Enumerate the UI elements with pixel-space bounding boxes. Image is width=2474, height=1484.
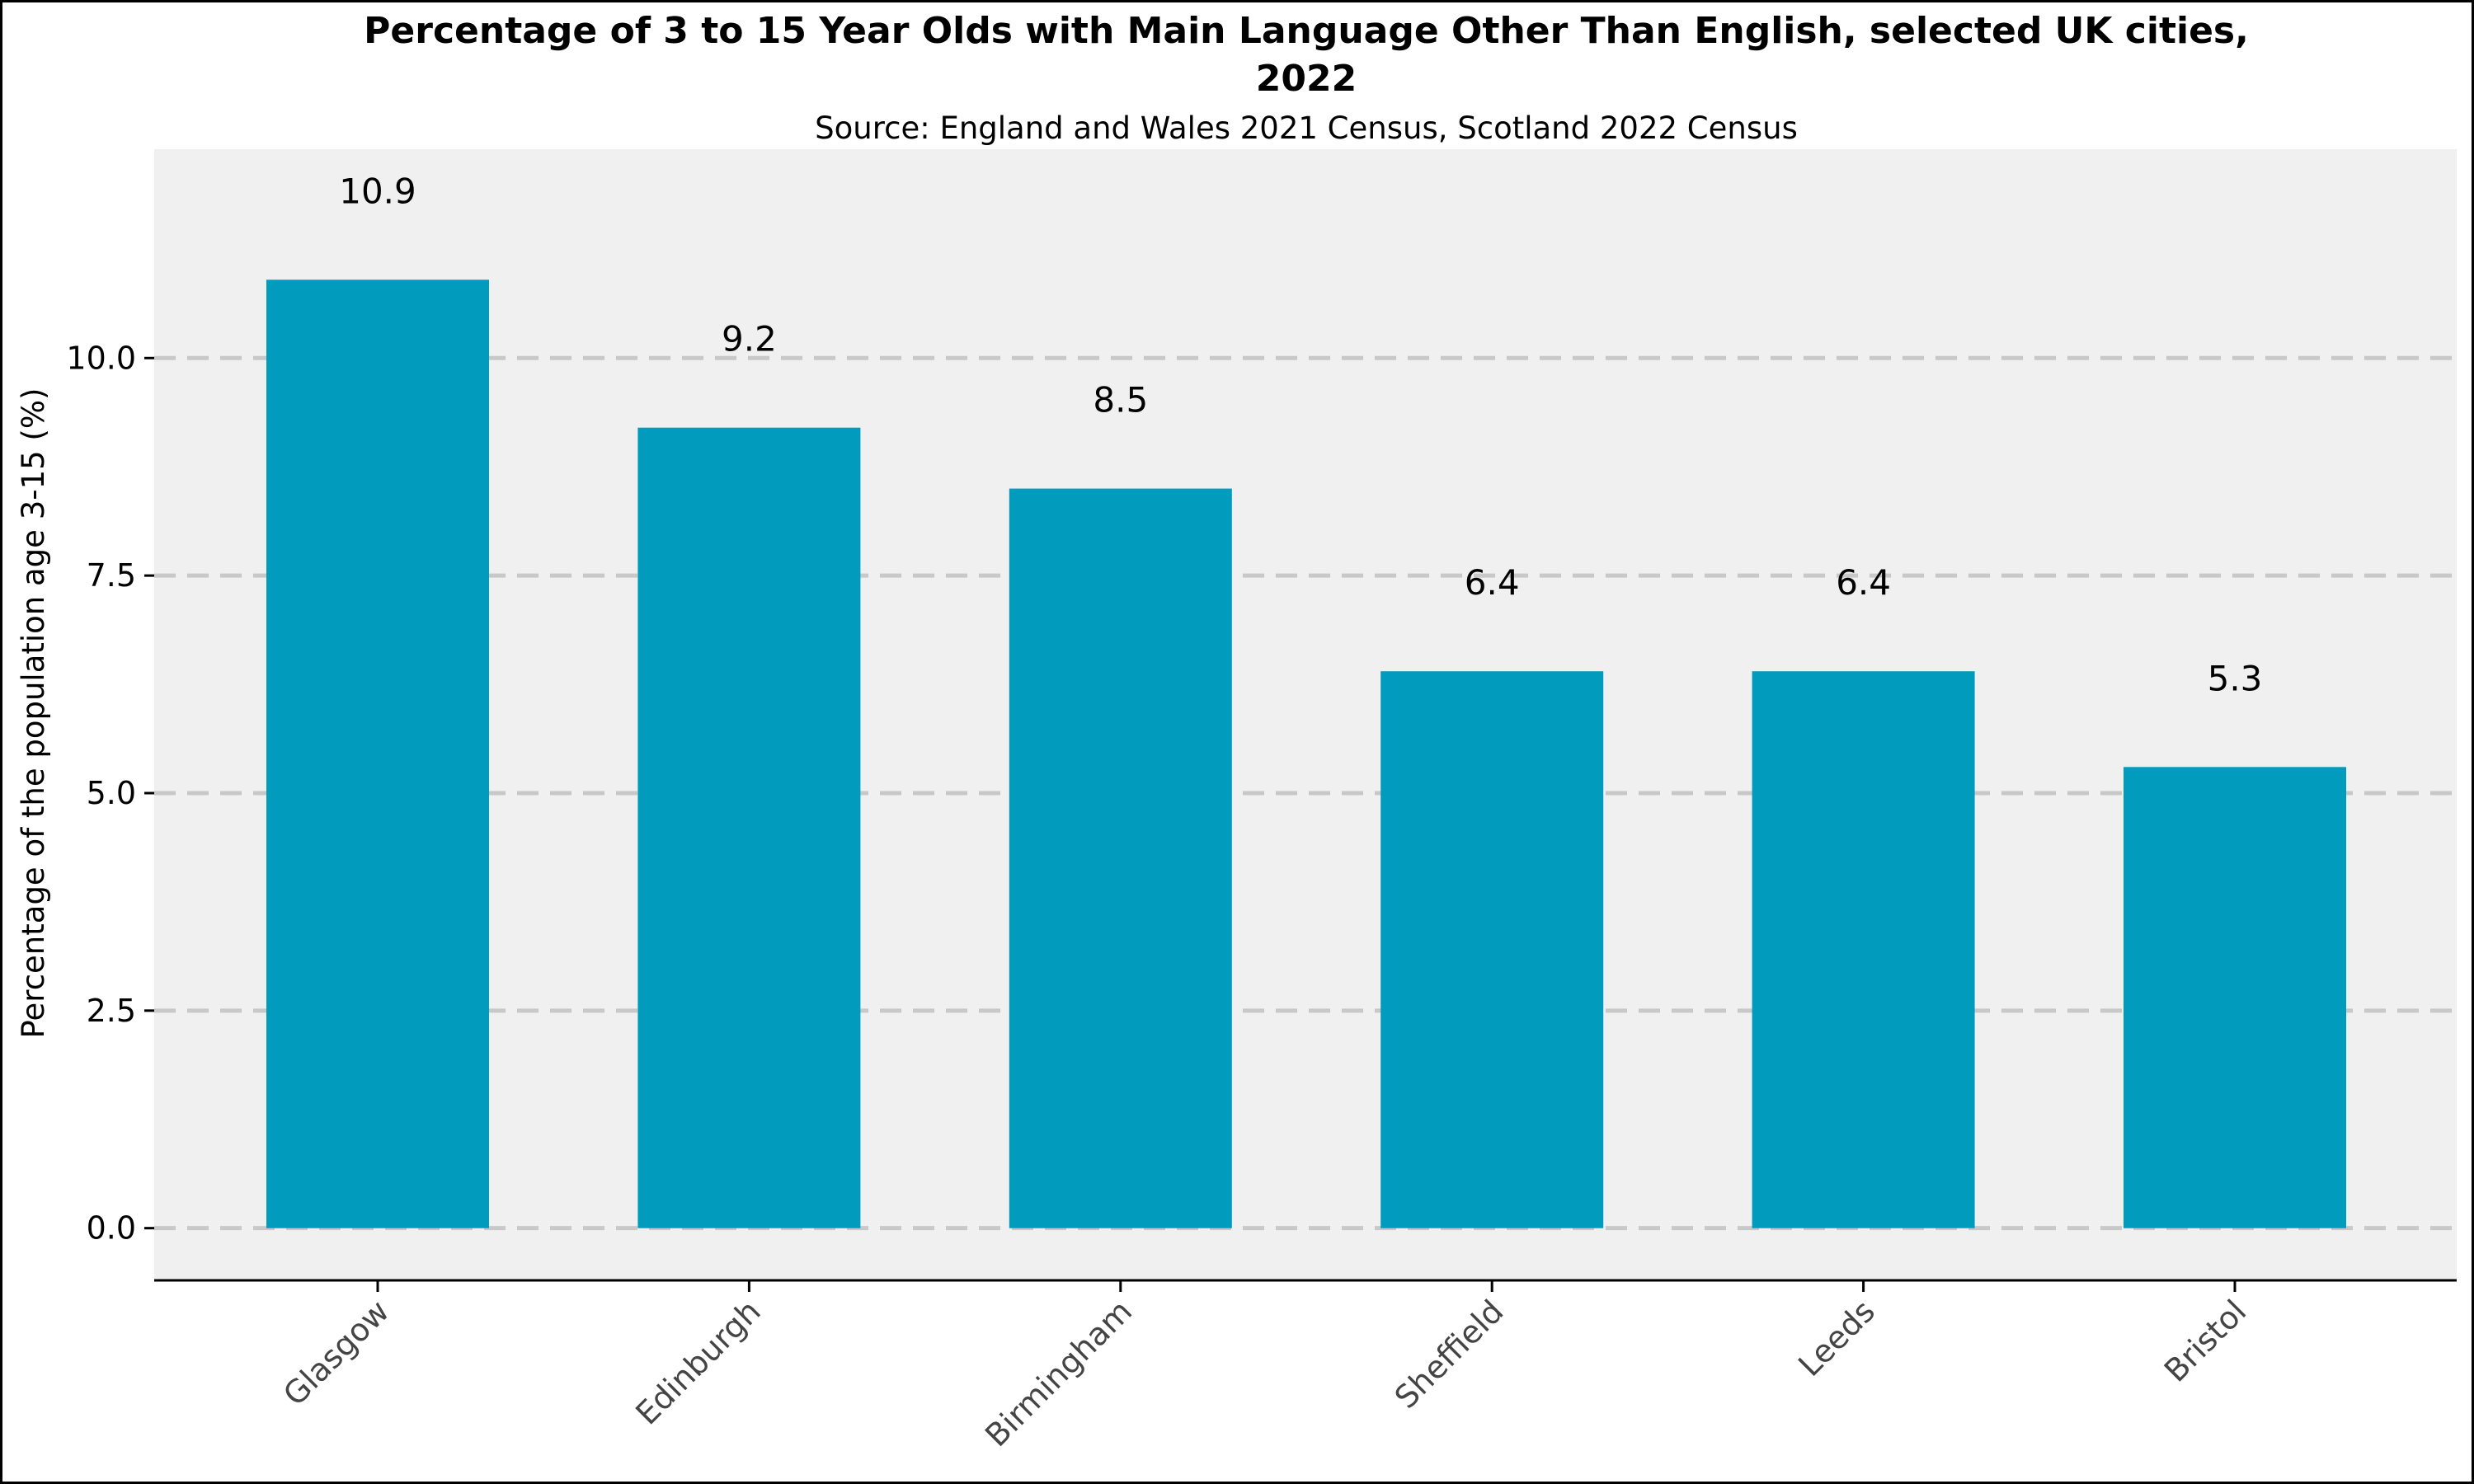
x-tick-label: Sheffield (1388, 1293, 1511, 1416)
data-label: 6.4 (1465, 562, 1520, 603)
x-axis-ticks: Glasgow Edinburgh Birmingham Sheffield Leeds… (276, 1280, 2253, 1453)
y-tick-label: 10.0 (66, 340, 136, 376)
bar-edinburgh (637, 427, 861, 1228)
gridlines (154, 355, 2457, 1231)
chart-subtitle: Source: England and Wales 2021 Census, S… (815, 110, 1798, 146)
data-label: 10.9 (339, 171, 416, 211)
bar-birmingham (1009, 488, 1232, 1228)
x-tick-label: Birmingham (978, 1293, 1139, 1453)
y-axis-ticks: 0.0 2.5 5.0 7.5 10.0 (66, 340, 154, 1247)
bars (266, 279, 2346, 1228)
data-label: 6.4 (1836, 562, 1891, 603)
bar-leeds (1752, 671, 1975, 1228)
plot-panel (154, 149, 2457, 1280)
bar-glasgow (266, 279, 489, 1228)
x-tick-label: Bristol (2157, 1293, 2254, 1389)
y-axis-label: Percentage of the population age 3-15 (%… (16, 388, 51, 1039)
y-tick-label: 2.5 (87, 993, 136, 1029)
bar-bristol (2124, 767, 2346, 1228)
bar-sheffield (1380, 671, 1604, 1228)
data-label: 8.5 (1093, 380, 1148, 420)
y-tick-label: 5.0 (87, 775, 136, 811)
data-labels: 10.9 9.2 8.5 6.4 6.4 5.3 (339, 171, 2262, 698)
y-tick-label: 7.5 (87, 557, 136, 594)
data-label: 9.2 (722, 319, 777, 359)
x-tick-label: Leeds (1791, 1293, 1882, 1383)
data-label: 5.3 (2208, 658, 2263, 698)
y-tick-label: 0.0 (87, 1210, 136, 1247)
x-tick-label: Glasgow (276, 1293, 396, 1412)
x-tick-label: Edinburgh (628, 1293, 767, 1431)
chart-title-line-1: Percentage of 3 to 15 Year Olds with Mai… (364, 10, 2249, 52)
chart-title-line-2: 2022 (1256, 58, 1357, 100)
